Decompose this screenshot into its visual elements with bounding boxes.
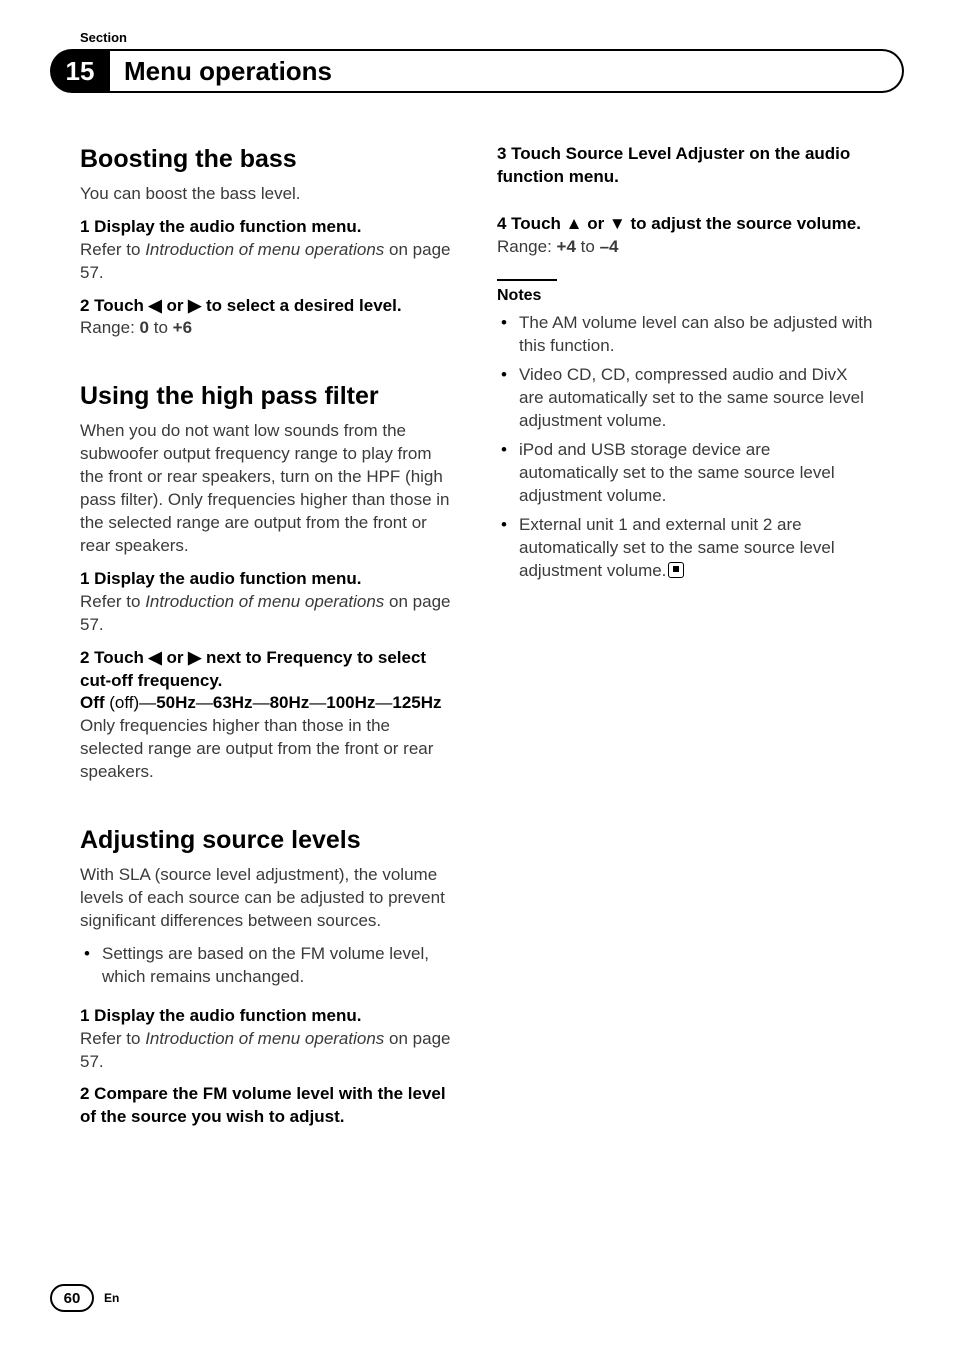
page-root: Section 15 Menu operations Boosting the … [0,0,954,1352]
text: to select a desired level. [201,296,401,315]
text-italic: Introduction of menu operations [145,1029,384,1048]
r-step4-body: Range: +4 to –4 [497,236,874,259]
s2-step2: 2 Touch ◀ or ▶ next to Frequency to sele… [80,647,457,785]
right-arrow-icon: ▶ [188,296,201,315]
s1-step1: 1 Display the audio function menu. Refer… [80,216,457,285]
text: Range: [497,237,557,256]
text-bold: +4 [557,237,576,256]
s1-step2-body: Range: 0 to +6 [80,317,457,340]
s2-step1-lead: 1 Display the audio function menu. [80,568,457,591]
s2-step2-lead: 2 Touch ◀ or ▶ next to Frequency to sele… [80,647,457,693]
text: — [375,693,392,712]
text: Refer to [80,240,145,259]
s2-step1: 1 Display the audio function menu. Refer… [80,568,457,637]
text-bold: 50Hz [156,693,196,712]
text-bold: +6 [173,318,192,337]
section-label: Section [80,30,904,45]
r-step3-lead: 3 Touch Source Level Adjuster on the aud… [497,143,874,189]
list-item: The AM volume level can also be adjusted… [497,312,874,358]
text: — [196,693,213,712]
s3-step1: 1 Display the audio function menu. Refer… [80,1005,457,1074]
down-arrow-icon: ▼ [609,214,626,233]
r-step4-lead: 4 Touch ▲ or ▼ to adjust the source volu… [497,213,874,236]
page-footer: 60 En [50,1284,119,1312]
body-columns: Boosting the bass You can boost the bass… [50,143,904,1139]
s3-step2-lead: 2 Compare the FM volume level with the l… [80,1083,457,1129]
text: 2 Touch [80,648,149,667]
list-item: External unit 1 and external unit 2 are … [497,514,874,583]
s1-step2: 2 Touch ◀ or ▶ to select a desired level… [80,295,457,341]
s1-step2-lead: 2 Touch ◀ or ▶ to select a desired level… [80,295,457,318]
text: Range: [80,318,140,337]
s2-step2-body: Only frequencies higher than those in th… [80,715,457,784]
text-bold: 125Hz [392,693,441,712]
text-bold: –4 [600,237,619,256]
intro-sla: With SLA (source level adjustment), the … [80,864,457,933]
text-bold: 63Hz [213,693,253,712]
left-column: Boosting the bass You can boost the bass… [80,143,457,1139]
text: to adjust the source volume. [626,214,861,233]
s3-step1-body: Refer to Introduction of menu operations… [80,1028,457,1074]
page-number-badge: 60 [50,1284,94,1312]
notes-list: The AM volume level can also be adjusted… [497,312,874,582]
right-column: 3 Touch Source Level Adjuster on the aud… [497,143,874,1139]
r-step3: 3 Touch Source Level Adjuster on the aud… [497,143,874,189]
text: to [149,318,173,337]
s1-step1-lead: 1 Display the audio function menu. [80,216,457,239]
text: to [576,237,600,256]
text: Refer to [80,592,145,611]
text-italic: Introduction of menu operations [145,592,384,611]
text-italic: Introduction of menu operations [145,240,384,259]
up-arrow-icon: ▲ [566,214,583,233]
list-item: iPod and USB storage device are automati… [497,439,874,508]
text: or [162,296,188,315]
text: 4 Touch [497,214,566,233]
text-bold: 80Hz [270,693,310,712]
heading-sla: Adjusting source levels [80,824,457,858]
language-label: En [104,1291,119,1305]
s3-step1-lead: 1 Display the audio function menu. [80,1005,457,1028]
sla-bullets: Settings are based on the FM volume leve… [80,943,457,989]
heading-boosting-bass: Boosting the bass [80,143,457,177]
r-step4: 4 Touch ▲ or ▼ to adjust the source volu… [497,213,874,259]
notes-section: Notes The AM volume level can also be ad… [497,269,874,583]
right-arrow-icon: ▶ [188,648,201,667]
text: — [309,693,326,712]
s2-step1-body: Refer to Introduction of menu operations… [80,591,457,637]
text: 2 Touch [80,296,149,315]
chapter-title: Menu operations [124,56,332,87]
text-bold: 100Hz [326,693,375,712]
text-bold: Off [80,693,105,712]
list-item: Settings are based on the FM volume leve… [80,943,457,989]
text: Refer to [80,1029,145,1048]
list-item: Video CD, CD, compressed audio and DivX … [497,364,874,433]
chapter-number-badge: 15 [50,49,110,93]
s2-step2-options: Off (off)—50Hz—63Hz—80Hz—100Hz—125Hz [80,692,457,715]
left-arrow-icon: ◀ [149,296,162,315]
s3-step2: 2 Compare the FM volume level with the l… [80,1083,457,1129]
notes-heading: Notes [497,279,557,307]
heading-hpf: Using the high pass filter [80,380,457,414]
text: or [162,648,188,667]
end-of-section-icon [668,562,684,578]
text: (off)— [105,693,157,712]
left-arrow-icon: ◀ [149,648,162,667]
text: or [582,214,608,233]
intro-hpf: When you do not want low sounds from the… [80,420,457,558]
chapter-title-wrap: Menu operations [110,49,904,93]
chapter-header: 15 Menu operations [50,49,904,93]
text: — [253,693,270,712]
s1-step1-body: Refer to Introduction of menu operations… [80,239,457,285]
intro-boosting-bass: You can boost the bass level. [80,183,457,206]
text-bold: 0 [140,318,149,337]
